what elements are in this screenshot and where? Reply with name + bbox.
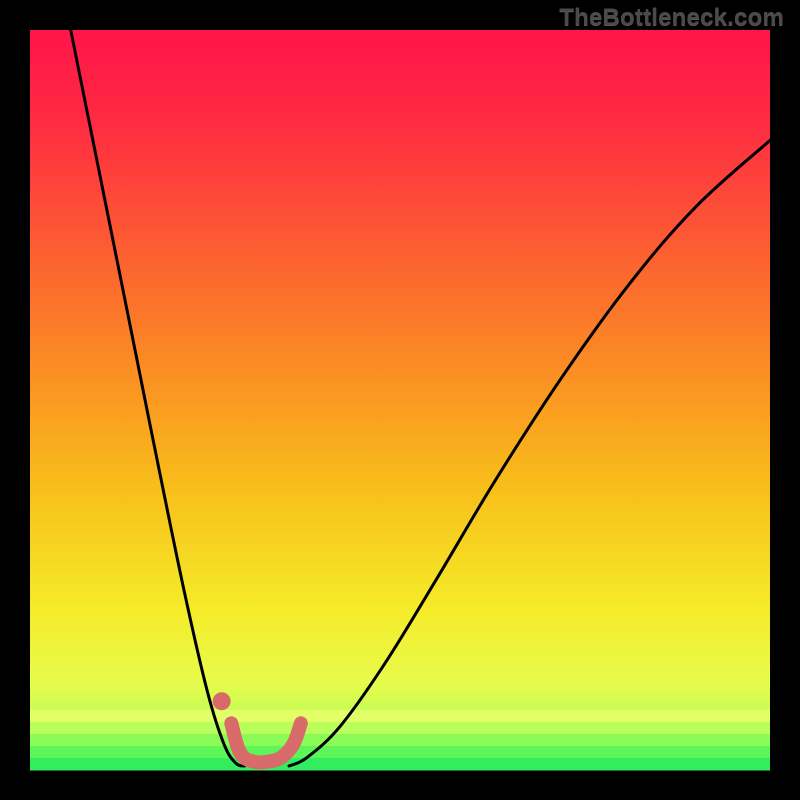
valley-dot-marker [213,692,231,710]
chart-bottom-band [30,758,770,771]
chart-bottom-band [30,722,770,735]
chart-bottom-band [30,746,770,759]
chart-canvas: TheBottleneck.com [0,0,800,800]
chart-bottom-band [30,710,770,723]
chart-svg [0,0,800,800]
chart-bottom-band [30,734,770,747]
chart-background-gradient [30,30,770,770]
watermark-text: TheBottleneck.com [559,4,784,32]
